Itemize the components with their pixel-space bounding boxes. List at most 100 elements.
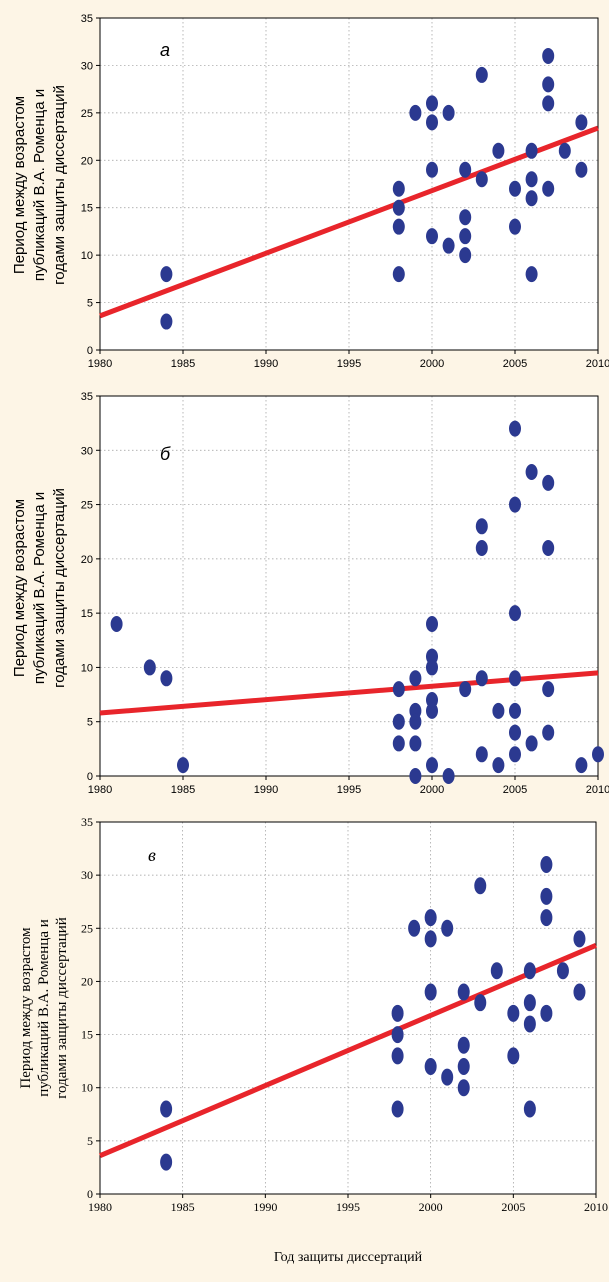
y-axis-label-line: Период между возрастом bbox=[11, 96, 28, 274]
data-point bbox=[507, 1047, 520, 1065]
data-point bbox=[575, 757, 588, 774]
data-point bbox=[509, 724, 521, 741]
scatter-chart-a: 0 5 10 15 20 25 30 35 1980 1985 1990 1995 2000 2005 20… bbox=[11, 13, 609, 370]
data-point bbox=[426, 659, 438, 676]
data-point bbox=[160, 1100, 173, 1118]
y-tick-label: 5 bbox=[87, 717, 93, 729]
x-tick-label: 2005 bbox=[503, 784, 527, 796]
data-point bbox=[409, 104, 422, 121]
x-tick-label: 2000 bbox=[420, 784, 444, 796]
data-point bbox=[542, 95, 555, 112]
data-point bbox=[525, 171, 538, 188]
data-point bbox=[523, 1015, 536, 1033]
data-point bbox=[426, 95, 438, 112]
data-point bbox=[542, 540, 555, 556]
data-points bbox=[160, 856, 586, 1171]
y-tick-label: 15 bbox=[81, 203, 93, 215]
y-tick-label: 20 bbox=[81, 554, 93, 566]
data-point bbox=[459, 209, 472, 226]
data-point bbox=[426, 616, 438, 632]
data-point bbox=[540, 909, 553, 927]
data-point bbox=[442, 237, 455, 254]
data-point bbox=[540, 856, 553, 874]
data-point bbox=[475, 540, 488, 556]
data-point bbox=[509, 746, 521, 763]
y-tick-label: 20 bbox=[81, 155, 93, 167]
data-point bbox=[409, 670, 422, 687]
data-point bbox=[424, 983, 437, 1001]
data-point bbox=[542, 47, 555, 64]
data-point bbox=[525, 464, 538, 480]
data-point bbox=[509, 670, 521, 687]
data-points bbox=[110, 420, 604, 784]
scatter-chart-b: 0 5 10 15 20 25 30 35 1980 1985 1990 1995 2000 2005 20… bbox=[11, 391, 609, 796]
data-point bbox=[424, 930, 437, 948]
data-point bbox=[457, 1057, 470, 1075]
data-point bbox=[409, 735, 422, 752]
y-tick-label: 20 bbox=[81, 974, 93, 988]
data-point bbox=[392, 266, 405, 283]
data-point bbox=[160, 1153, 173, 1171]
data-point bbox=[441, 1068, 454, 1086]
data-point bbox=[177, 757, 189, 774]
panel-label: в bbox=[148, 845, 156, 865]
y-tick-label: 5 bbox=[87, 1134, 93, 1148]
y-axis-label-line: публикаций В.А. Роменца и bbox=[31, 492, 48, 684]
y-axis-label-line: годами защиты диссертаций bbox=[54, 917, 70, 1099]
data-point bbox=[442, 768, 455, 784]
trend-line bbox=[99, 942, 597, 1159]
y-tick-label: 25 bbox=[81, 500, 93, 512]
data-point bbox=[409, 713, 422, 730]
y-tick-label: 0 bbox=[87, 345, 93, 357]
x-tick-label: 1980 bbox=[88, 784, 112, 796]
y-tick-label: 0 bbox=[87, 1187, 93, 1201]
data-point bbox=[160, 266, 173, 283]
data-point bbox=[391, 1100, 404, 1118]
y-tick-label: 0 bbox=[87, 771, 93, 783]
data-point bbox=[426, 757, 438, 774]
x-tick-label: 1980 bbox=[88, 1200, 112, 1214]
data-point bbox=[392, 713, 405, 730]
data-point bbox=[426, 702, 438, 719]
x-tick-label: 2010 bbox=[584, 1200, 608, 1214]
data-point bbox=[459, 161, 472, 178]
data-point bbox=[542, 724, 555, 741]
trend-line bbox=[99, 125, 599, 319]
x-tick-label: 2005 bbox=[501, 1200, 525, 1214]
data-point bbox=[475, 66, 488, 83]
data-point bbox=[558, 142, 571, 159]
y-tick-label: 25 bbox=[81, 921, 93, 935]
data-point bbox=[573, 930, 586, 948]
data-point bbox=[523, 962, 536, 980]
data-point bbox=[507, 1004, 520, 1022]
data-point bbox=[542, 681, 555, 698]
panel-label: б bbox=[160, 444, 171, 464]
data-point bbox=[392, 180, 405, 197]
data-point bbox=[459, 228, 472, 245]
data-point bbox=[391, 1026, 404, 1044]
data-point bbox=[441, 919, 454, 937]
data-point bbox=[556, 962, 569, 980]
data-point bbox=[509, 605, 521, 622]
data-point bbox=[575, 114, 588, 131]
data-point bbox=[542, 474, 555, 491]
y-tick-label: 10 bbox=[81, 250, 93, 262]
y-tick-label: 15 bbox=[81, 608, 93, 620]
data-point bbox=[391, 1004, 404, 1022]
data-point bbox=[542, 180, 555, 197]
data-point bbox=[509, 180, 521, 197]
data-point bbox=[459, 247, 472, 264]
plot-area bbox=[100, 18, 598, 350]
data-point bbox=[540, 1004, 553, 1022]
data-point bbox=[492, 142, 505, 159]
data-point bbox=[509, 702, 521, 719]
y-axis-label-line: публикаций В.А. Роменца и bbox=[31, 89, 48, 281]
data-point bbox=[457, 983, 470, 1001]
x-tick-label: 2000 bbox=[419, 1200, 443, 1214]
data-point bbox=[424, 1057, 437, 1075]
data-point bbox=[575, 161, 588, 178]
y-axis-label-line: годами защиты диссертаций bbox=[51, 488, 68, 688]
x-tick-label: 2000 bbox=[420, 358, 444, 370]
y-tick-label: 10 bbox=[81, 1081, 93, 1095]
y-axis-label-line: Период между возрастом bbox=[18, 927, 34, 1089]
